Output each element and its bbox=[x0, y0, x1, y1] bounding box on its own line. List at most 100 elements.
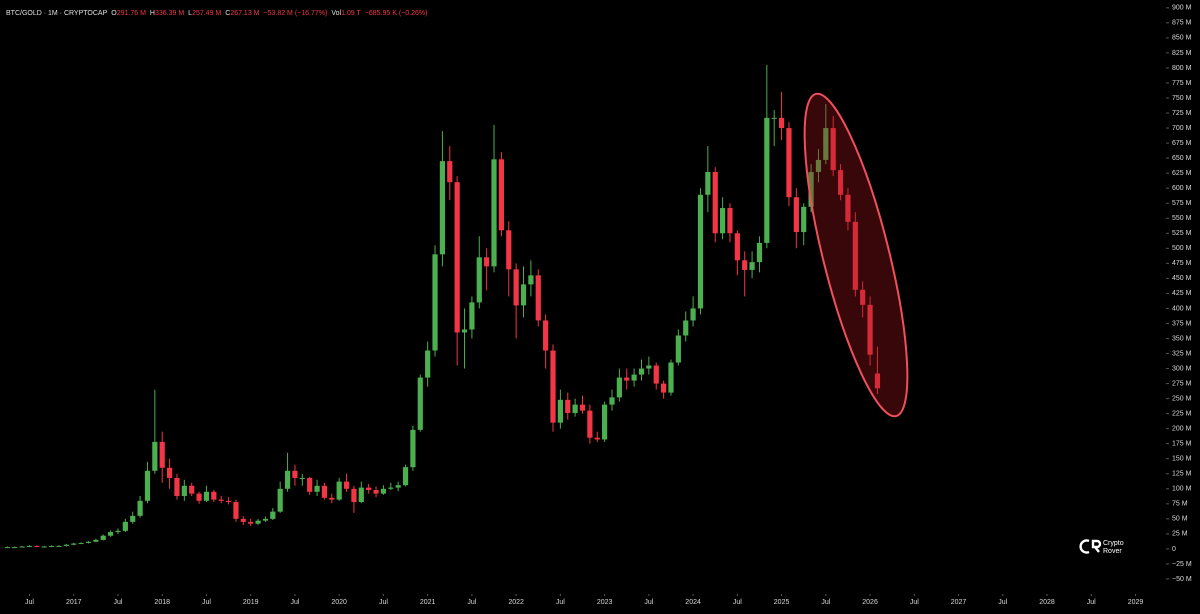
candle-body bbox=[727, 208, 733, 234]
candle-body bbox=[579, 404, 586, 411]
candle-body bbox=[166, 467, 173, 478]
candle-body bbox=[565, 399, 571, 414]
candle-body bbox=[616, 377, 622, 398]
candle-body bbox=[34, 545, 40, 547]
candle-body bbox=[255, 520, 261, 524]
candle-body bbox=[705, 171, 711, 195]
candle-body bbox=[808, 171, 814, 207]
header-value: 1.09 T bbox=[341, 10, 361, 17]
candle-body bbox=[557, 399, 563, 423]
candle-body bbox=[100, 535, 106, 540]
candle-body bbox=[771, 117, 777, 119]
candle-body bbox=[697, 194, 704, 309]
x-tick-label: Jul bbox=[733, 599, 742, 606]
candle-body bbox=[181, 485, 187, 497]
candle-body bbox=[683, 320, 689, 336]
y-tick-label: 600 M bbox=[1172, 185, 1192, 192]
header-value: −53.82 M (−16.77%) bbox=[264, 10, 328, 17]
candle-body bbox=[85, 541, 92, 543]
header-symbol: BTC/GOLD · 1M · CRYPTOCAP bbox=[6, 10, 108, 17]
header-key: Vol bbox=[331, 10, 341, 17]
candle-body bbox=[624, 377, 630, 381]
candle-body bbox=[852, 221, 858, 290]
candle-body bbox=[78, 542, 84, 544]
y-tick-label: 25 M bbox=[1172, 531, 1188, 538]
x-tick-label: 2023 bbox=[597, 599, 613, 606]
highlight-ellipse bbox=[803, 92, 909, 418]
candle-body bbox=[506, 230, 512, 270]
candle-body bbox=[528, 275, 534, 285]
watermark-text: Rover bbox=[1103, 548, 1122, 555]
candle-body bbox=[476, 257, 482, 303]
candle-body bbox=[469, 302, 475, 330]
candle-body bbox=[152, 441, 158, 471]
x-tick-label: Jul bbox=[644, 599, 653, 606]
candle-body bbox=[351, 488, 357, 503]
candle-body bbox=[845, 194, 851, 222]
y-tick-label: 875 M bbox=[1172, 20, 1192, 27]
y-tick-label: 825 M bbox=[1172, 50, 1192, 57]
y-tick-label: 525 M bbox=[1172, 230, 1192, 237]
x-tick-label: Jul bbox=[821, 599, 830, 606]
candle-body bbox=[543, 320, 549, 351]
candle-body bbox=[218, 499, 224, 501]
candle-body bbox=[439, 161, 446, 255]
x-tick-label: Jul bbox=[1087, 599, 1096, 606]
y-tick-label: 300 M bbox=[1172, 365, 1192, 372]
candle-body bbox=[336, 481, 342, 500]
y-tick-label: 775 M bbox=[1172, 80, 1192, 87]
candle-body bbox=[587, 410, 593, 438]
candle-body bbox=[307, 477, 313, 492]
candle-body bbox=[653, 365, 659, 384]
candle-body bbox=[240, 518, 246, 522]
candle-body bbox=[225, 500, 232, 503]
candle-body bbox=[513, 269, 519, 306]
y-tick-label: 425 M bbox=[1172, 290, 1192, 297]
header-key: L bbox=[188, 10, 192, 17]
candle-body bbox=[26, 545, 33, 547]
y-tick-label: 625 M bbox=[1172, 170, 1192, 177]
candle-body bbox=[461, 329, 468, 333]
y-tick-label: 200 M bbox=[1172, 426, 1192, 433]
candle-body bbox=[417, 377, 423, 430]
header-value: −685.95 K (−0.26%) bbox=[365, 10, 428, 17]
candle-body bbox=[211, 491, 217, 500]
header-value: 291.76 M bbox=[117, 10, 146, 17]
y-tick-label: 550 M bbox=[1172, 215, 1192, 222]
y-tick-label: 800 M bbox=[1172, 65, 1192, 72]
candle-body bbox=[388, 487, 394, 489]
candle-body bbox=[63, 544, 69, 546]
candle-body bbox=[380, 488, 387, 494]
x-tick-label: 2018 bbox=[154, 599, 170, 606]
candle-body bbox=[447, 161, 453, 183]
y-tick-label: 475 M bbox=[1172, 260, 1192, 267]
y-tick-label: 750 M bbox=[1172, 95, 1192, 102]
candle-body bbox=[609, 397, 615, 405]
header-key: C bbox=[225, 10, 230, 17]
y-tick-label: 175 M bbox=[1172, 441, 1192, 448]
candle-body bbox=[410, 429, 416, 468]
candle-body bbox=[248, 521, 254, 524]
x-tick-label: 2027 bbox=[951, 599, 967, 606]
candle-body bbox=[343, 481, 350, 489]
candle-body bbox=[823, 128, 829, 160]
candle-body bbox=[837, 170, 844, 195]
candle-body bbox=[454, 182, 460, 333]
candle-body bbox=[535, 275, 541, 321]
y-tick-label: 500 M bbox=[1172, 245, 1192, 252]
candle-body bbox=[196, 493, 202, 501]
candle-body bbox=[137, 500, 143, 516]
candle-body bbox=[631, 374, 637, 381]
y-tick-label: 0 bbox=[1172, 546, 1176, 553]
candle-body bbox=[719, 208, 726, 234]
watermark-logo bbox=[1079, 539, 1102, 554]
y-tick-label: 350 M bbox=[1172, 335, 1192, 342]
x-tick-label: Jul bbox=[998, 599, 1007, 606]
x-tick-label: 2026 bbox=[862, 599, 878, 606]
candle-body bbox=[299, 477, 305, 479]
y-tick-label: 150 M bbox=[1172, 456, 1192, 463]
candle-body bbox=[675, 335, 681, 363]
candle-body bbox=[292, 470, 298, 478]
candle-body bbox=[366, 487, 372, 490]
candle-body bbox=[749, 262, 755, 270]
